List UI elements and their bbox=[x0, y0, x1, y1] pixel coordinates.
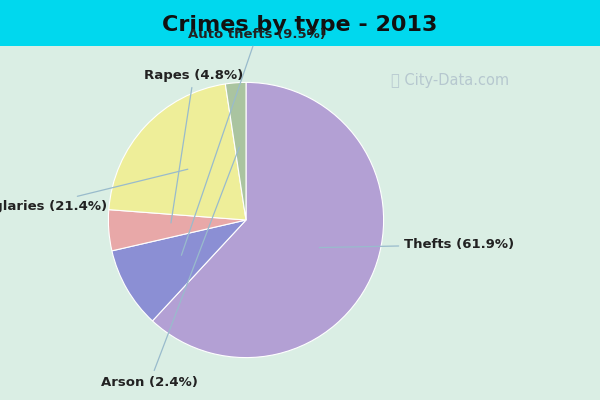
Text: Crimes by type - 2013: Crimes by type - 2013 bbox=[163, 15, 437, 35]
Wedge shape bbox=[109, 84, 246, 220]
Text: Rapes (4.8%): Rapes (4.8%) bbox=[144, 69, 244, 223]
Text: ⓘ City-Data.com: ⓘ City-Data.com bbox=[391, 72, 509, 88]
Text: Auto thefts (9.5%): Auto thefts (9.5%) bbox=[181, 28, 326, 255]
Wedge shape bbox=[112, 220, 246, 321]
Wedge shape bbox=[152, 82, 383, 358]
Text: Burglaries (21.4%): Burglaries (21.4%) bbox=[0, 169, 188, 213]
Wedge shape bbox=[109, 210, 246, 251]
Text: Thefts (61.9%): Thefts (61.9%) bbox=[319, 238, 514, 251]
Wedge shape bbox=[226, 82, 246, 220]
Text: Arson (2.4%): Arson (2.4%) bbox=[101, 147, 239, 389]
